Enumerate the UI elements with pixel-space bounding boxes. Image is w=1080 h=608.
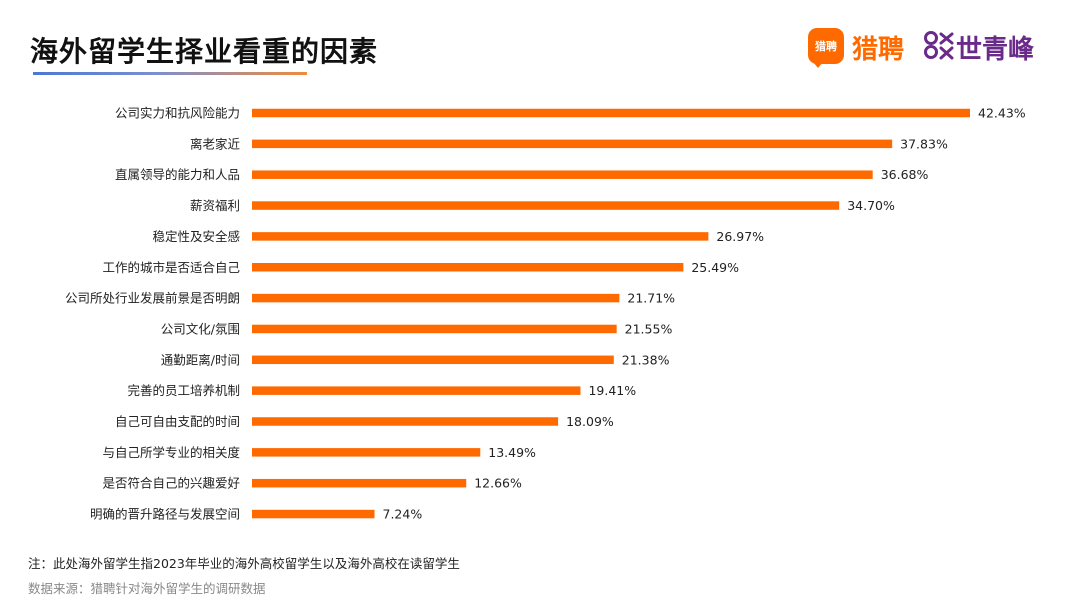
bar [252, 170, 873, 179]
category-label: 完善的员工培养机制 [127, 383, 240, 398]
data-source: 数据来源：猎聘针对海外留学生的调研数据 [28, 581, 266, 596]
category-label: 稳定性及安全感 [152, 229, 240, 244]
data-label: 34.70% [847, 198, 895, 213]
category-label: 公司文化/氛围 [161, 321, 240, 336]
bar [252, 478, 467, 488]
liepin-logo-text: 猎聘 [852, 35, 905, 65]
footnote: 注：此处海外留学生指2023年毕业的海外高校留学生以及海外高校在读留学生 [28, 556, 460, 571]
data-label: 21.38% [622, 352, 670, 367]
bar [252, 263, 684, 272]
shiqingfeng-logo-text: 世青峰 [956, 35, 1035, 65]
data-label: 21.71% [627, 291, 675, 306]
category-label: 离老家近 [190, 136, 241, 151]
category-label: 与自己所学专业的相关度 [102, 445, 240, 460]
bar [252, 417, 559, 426]
category-label: 薪资福利 [190, 198, 240, 213]
bar [252, 448, 481, 457]
data-label: 37.83% [900, 136, 948, 151]
category-label: 直属领导的能力和人品 [115, 167, 240, 182]
chart-title: 海外留学生择业看重的因素 [30, 35, 379, 68]
bar [252, 139, 893, 149]
bar [252, 232, 709, 241]
bar [252, 386, 581, 395]
bar [252, 293, 620, 303]
bar [252, 201, 840, 210]
category-label: 公司所处行业发展前景是否明朗 [65, 291, 240, 306]
bar [252, 324, 617, 334]
data-label: 18.09% [566, 414, 614, 429]
data-label: 12.66% [474, 476, 522, 491]
category-label: 通勤距离/时间 [161, 352, 240, 367]
liepin-logo-badge-text: 猎聘 [815, 40, 837, 53]
shiqingfeng-logo-icon [924, 31, 954, 60]
data-label: 19.41% [588, 383, 636, 398]
category-label: 明确的晋升路径与发展空间 [90, 507, 240, 522]
category-label: 自己可自由支配的时间 [115, 414, 240, 429]
bar [252, 509, 375, 519]
bar [252, 108, 970, 118]
category-label: 公司实力和抗风险能力 [115, 106, 240, 121]
title-underline [33, 72, 307, 75]
category-label: 是否符合自己的兴趣爱好 [102, 476, 240, 491]
data-label: 36.68% [881, 167, 929, 182]
data-label: 21.55% [625, 321, 673, 336]
liepin-logo-icon: 猎聘 [808, 28, 844, 68]
data-label: 26.97% [716, 229, 764, 244]
data-label: 13.49% [488, 445, 536, 460]
category-label: 工作的城市是否适合自己 [102, 260, 240, 275]
data-label: 25.49% [691, 260, 739, 275]
bar [252, 355, 614, 365]
data-label: 42.43% [978, 106, 1026, 121]
data-label: 7.24% [383, 507, 423, 522]
